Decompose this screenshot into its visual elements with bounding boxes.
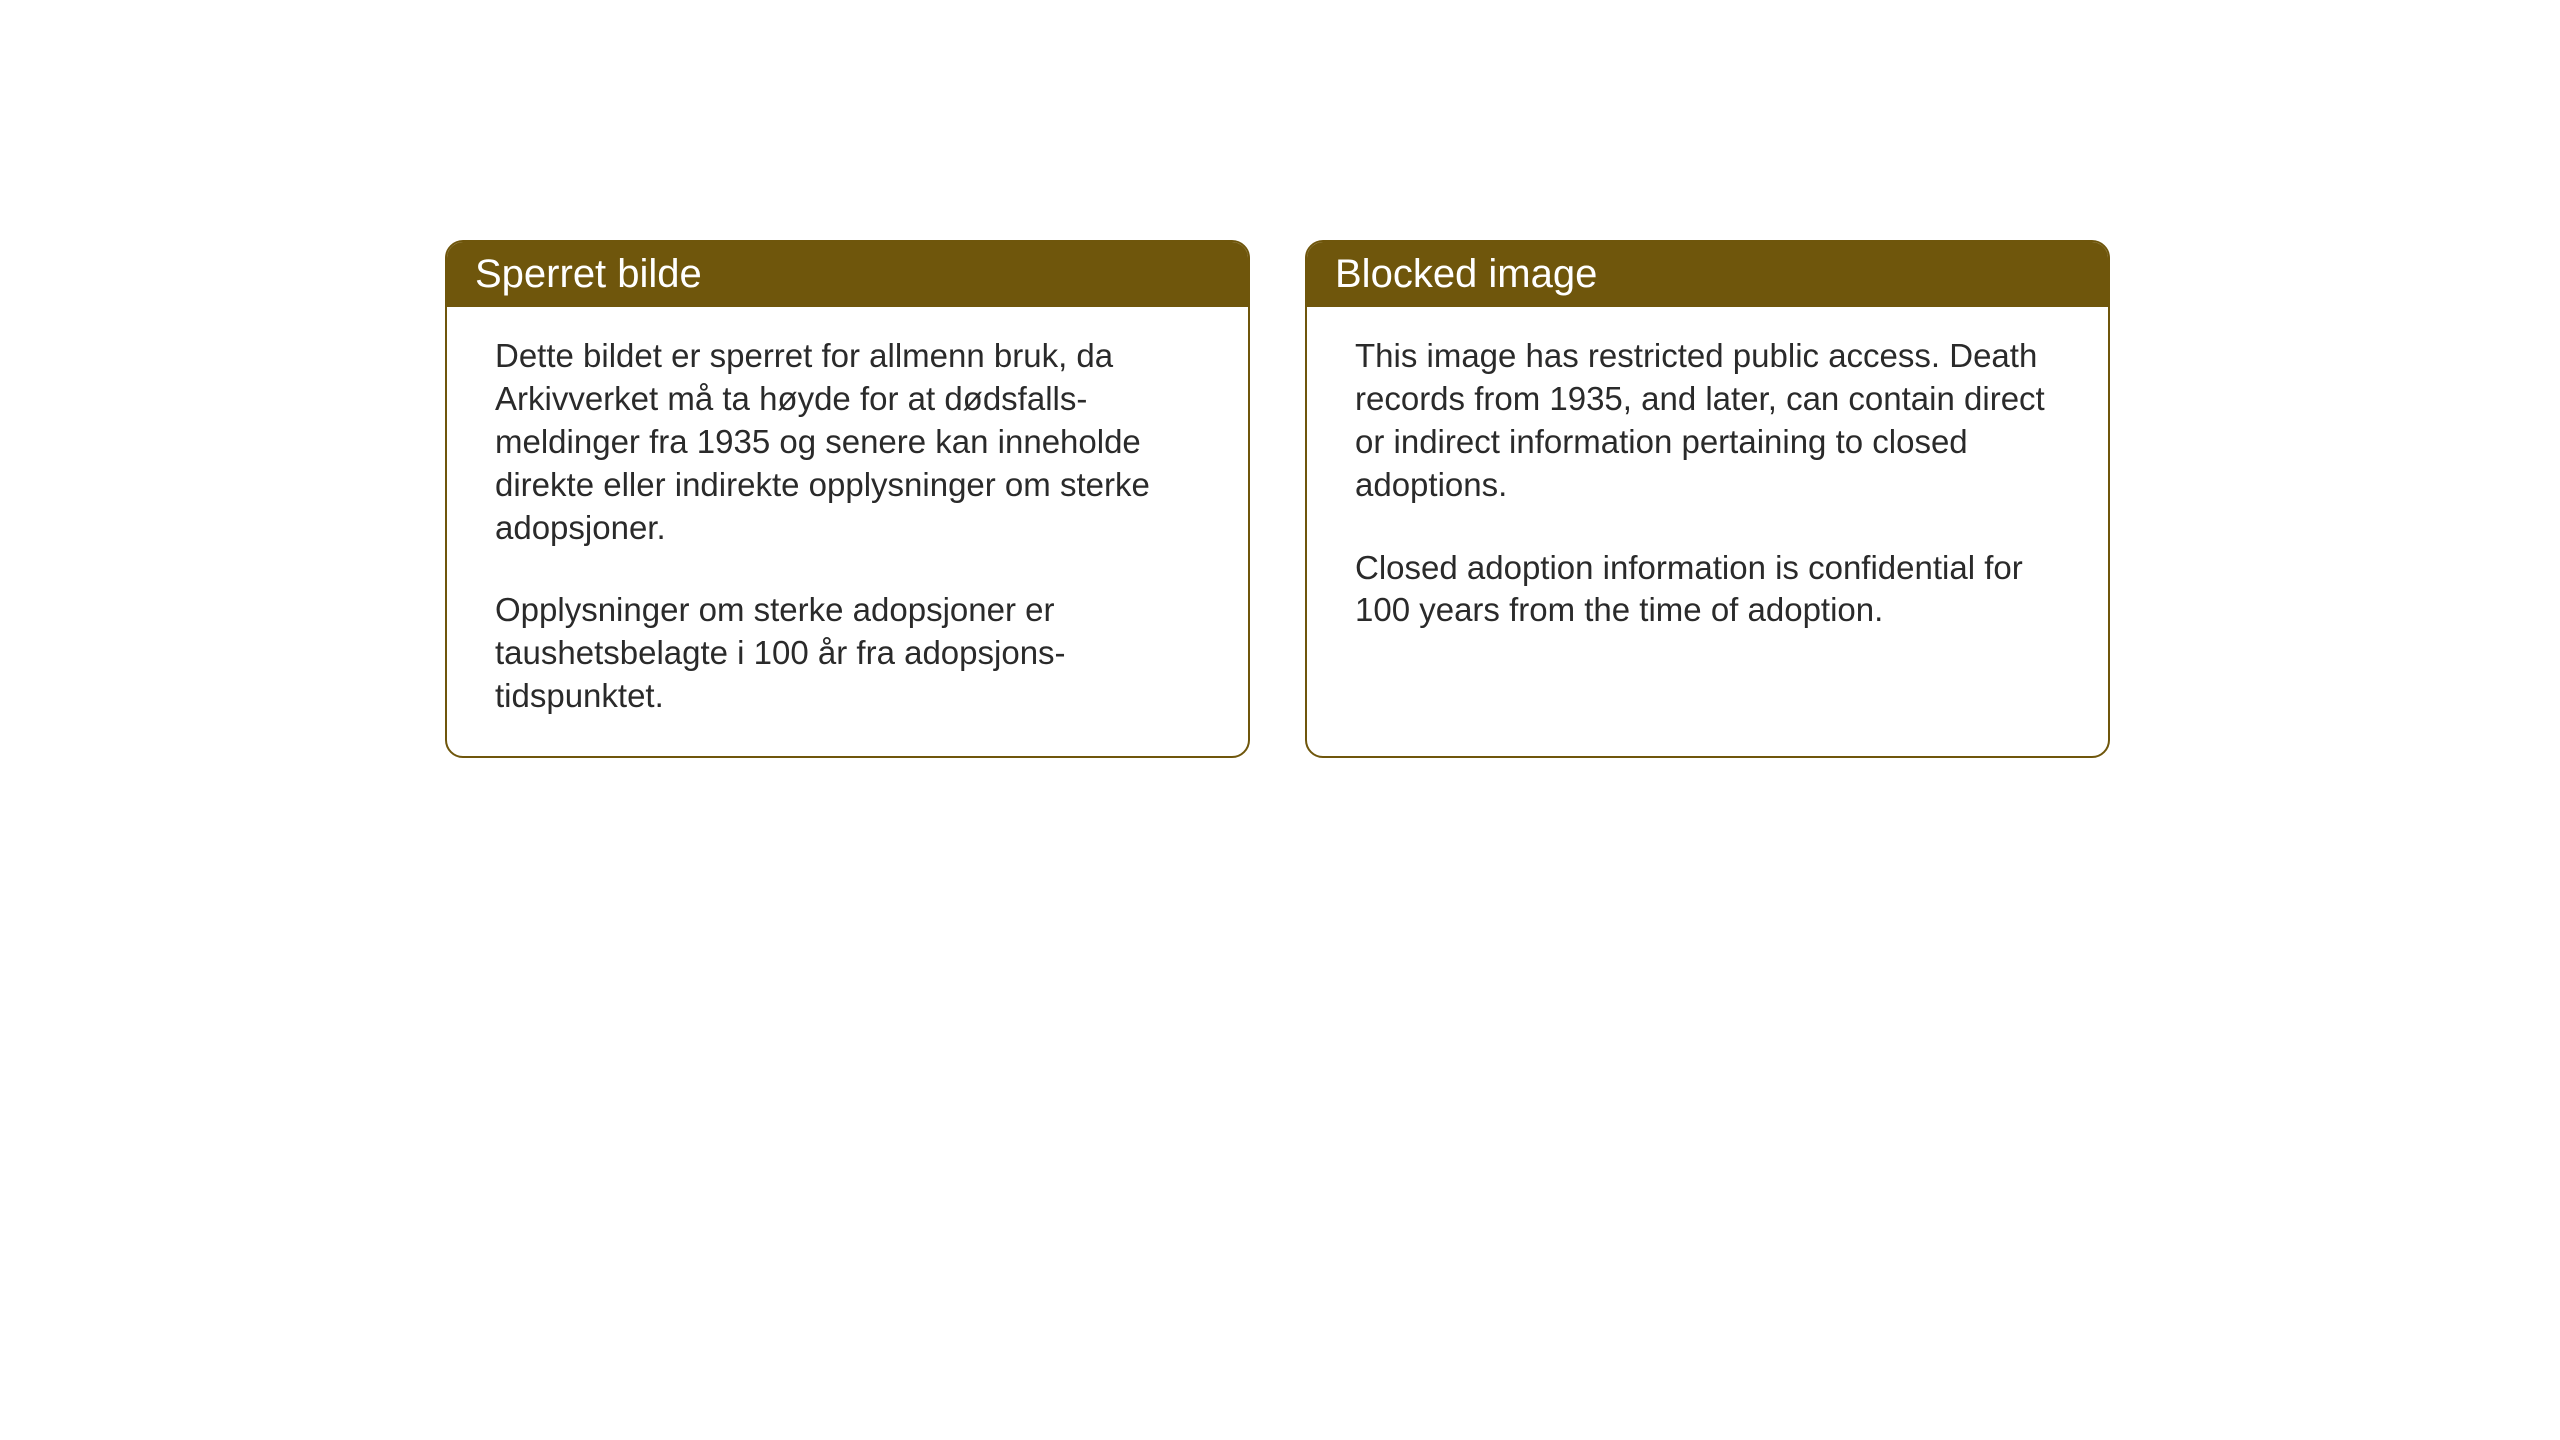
- norwegian-paragraph-2: Opplysninger om sterke adopsjoner er tau…: [495, 589, 1200, 718]
- english-card-title: Blocked image: [1335, 252, 1597, 296]
- english-card-body: This image has restricted public access.…: [1307, 307, 2108, 747]
- english-notice-card: Blocked image This image has restricted …: [1305, 240, 2110, 758]
- english-card-header: Blocked image: [1307, 242, 2108, 307]
- norwegian-card-body: Dette bildet er sperret for allmenn bruk…: [447, 307, 1248, 756]
- norwegian-card-header: Sperret bilde: [447, 242, 1248, 307]
- norwegian-notice-card: Sperret bilde Dette bildet er sperret fo…: [445, 240, 1250, 758]
- english-paragraph-2: Closed adoption information is confident…: [1355, 547, 2060, 633]
- english-paragraph-1: This image has restricted public access.…: [1355, 335, 2060, 507]
- notice-container: Sperret bilde Dette bildet er sperret fo…: [445, 240, 2110, 758]
- norwegian-card-title: Sperret bilde: [475, 252, 702, 296]
- norwegian-paragraph-1: Dette bildet er sperret for allmenn bruk…: [495, 335, 1200, 549]
